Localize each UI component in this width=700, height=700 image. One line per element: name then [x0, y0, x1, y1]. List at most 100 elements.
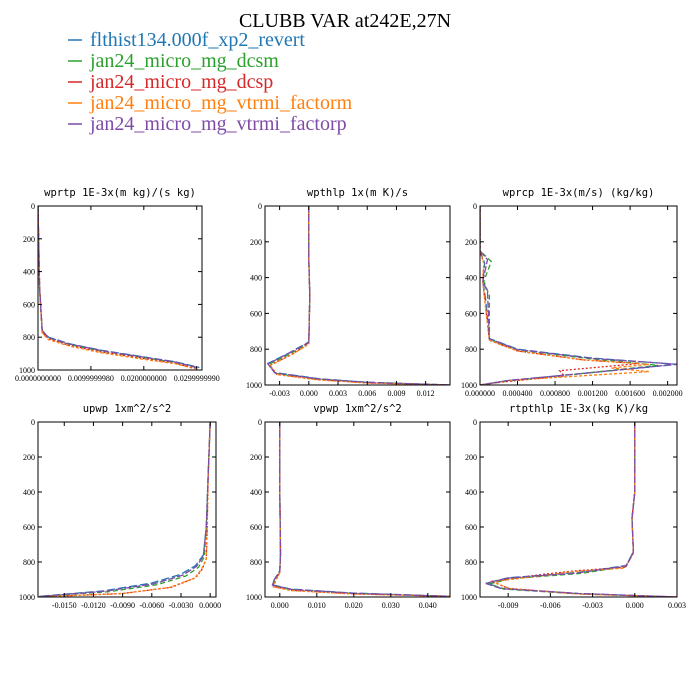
y-tick-label: 1000 — [461, 593, 477, 602]
chart-panel: vpwp 1xm^2/s^2 0 200 400 600 800 1000 0.000 0.01… — [246, 403, 451, 610]
y-tick-label: 0 — [473, 202, 477, 211]
x-tick-label: -0.009 — [498, 601, 519, 610]
series-line — [487, 422, 677, 597]
plot-frame — [479, 421, 678, 598]
plot-frame — [37, 421, 217, 598]
y-tick-label: 1000 — [246, 381, 262, 390]
x-tick-label: 0.000800 — [540, 389, 570, 398]
panel-title: rtpthlp 1E-3x(kg K)/kg — [509, 403, 648, 415]
y-tick-label: 800 — [250, 558, 262, 567]
x-tick-label: 0.009 — [387, 389, 405, 398]
series-line — [268, 206, 450, 385]
legend: flthist134.000f_xp2_revertjan24_micro_mg… — [68, 29, 353, 135]
series-line — [272, 422, 450, 597]
series-line — [266, 206, 450, 385]
y-tick-label: 200 — [23, 453, 35, 462]
x-tick-label: -0.0150 — [52, 601, 77, 610]
plot-frame — [37, 205, 203, 371]
x-tick-label: -0.0120 — [81, 601, 106, 610]
series-line — [480, 206, 640, 385]
x-tick-label: 0.030 — [382, 601, 400, 610]
chart-panel: wpthlp 1x(m K)/s 0 200 400 600 800 1000 -0.003 0… — [246, 187, 451, 398]
x-tick-label: 0.020 — [345, 601, 363, 610]
series-line — [42, 422, 211, 597]
series-line — [271, 422, 450, 597]
y-tick-label: 0 — [258, 418, 262, 427]
y-tick-label: 0 — [31, 418, 35, 427]
series-line — [483, 422, 677, 597]
y-tick-label: 800 — [250, 345, 262, 354]
chart-panel: wprtp 1E-3x(m kg)/(s kg) 0 200 400 600 800 100… — [15, 187, 220, 383]
x-tick-label: 0.000 — [300, 389, 318, 398]
x-tick-label: 0.0200000000 — [121, 374, 167, 383]
plot-frame — [264, 421, 451, 598]
y-tick-label: 200 — [465, 238, 477, 247]
panel-title: upwp 1xm^2/s^2 — [83, 403, 172, 415]
x-tick-label: 0.002000 — [653, 389, 683, 398]
chart-panel: wprcp 1E-3x(m/s) (kg/kg) 0 200 400 600 800 100… — [461, 187, 683, 398]
legend-label: jan24_micro_mg_vtrmi_factorm — [89, 92, 353, 114]
chart-panel: upwp 1xm^2/s^2 0 200 400 600 800 1000 -0.0150 -0… — [19, 403, 221, 610]
x-tick-label: -0.003 — [269, 389, 290, 398]
legend-label: flthist134.000f_xp2_revert — [90, 29, 305, 51]
series-line — [39, 422, 211, 597]
x-tick-label: 0.0000000000 — [15, 374, 61, 383]
x-tick-label: 0.000000 — [465, 389, 495, 398]
series-line — [268, 206, 450, 385]
x-tick-label: 0.003 — [668, 601, 686, 610]
legend-label: jan24_micro_mg_vtrmi_factorp — [89, 113, 347, 135]
y-tick-label: 1000 — [19, 366, 35, 375]
chart-panel: rtpthlp 1E-3x(kg K)/kg 0 200 400 600 800 1000 -… — [461, 403, 686, 610]
y-tick-label: 600 — [250, 309, 262, 318]
panel-title: wprcp 1E-3x(m/s) (kg/kg) — [503, 187, 655, 199]
panels: wprtp 1E-3x(m kg)/(s kg) 0 200 400 600 800 100… — [15, 187, 686, 610]
plot-frame — [479, 205, 678, 386]
y-tick-label: 0 — [473, 418, 477, 427]
y-tick-label: 200 — [250, 238, 262, 247]
series-line — [267, 206, 450, 385]
series-line — [480, 206, 677, 385]
x-tick-label: 0.0299999990 — [174, 374, 220, 383]
figure-title: CLUBB VAR at242E,27N — [239, 10, 451, 32]
y-tick-label: 200 — [250, 453, 262, 462]
y-tick-label: 600 — [465, 523, 477, 532]
panel-title: vpwp 1xm^2/s^2 — [313, 403, 402, 415]
y-tick-label: 200 — [23, 235, 35, 244]
y-tick-label: 1000 — [19, 593, 35, 602]
y-tick-label: 800 — [465, 345, 477, 354]
y-tick-label: 400 — [465, 274, 477, 283]
x-tick-label: -0.0090 — [110, 601, 135, 610]
legend-label: jan24_micro_mg_dcsm — [89, 50, 279, 72]
series-line — [38, 422, 211, 597]
x-tick-label: 0.000 — [626, 601, 644, 610]
y-tick-label: 1000 — [246, 593, 262, 602]
series-line — [272, 422, 450, 597]
y-tick-label: 400 — [23, 268, 35, 277]
y-tick-label: 0 — [31, 202, 35, 211]
y-tick-label: 600 — [23, 523, 35, 532]
x-tick-label: 0.010 — [308, 601, 326, 610]
y-tick-label: 400 — [465, 488, 477, 497]
plot-frame — [264, 205, 451, 386]
x-tick-label: 0.000 — [271, 601, 289, 610]
x-tick-label: -0.003 — [582, 601, 603, 610]
y-tick-label: 800 — [465, 558, 477, 567]
panel-title: wpthlp 1x(m K)/s — [307, 187, 408, 199]
y-tick-label: 800 — [23, 558, 35, 567]
y-tick-label: 200 — [465, 453, 477, 462]
series-line — [38, 422, 211, 597]
legend-label: jan24_micro_mg_dcsp — [89, 71, 273, 93]
y-tick-label: 600 — [250, 523, 262, 532]
series-line — [38, 206, 198, 369]
y-tick-label: 400 — [250, 274, 262, 283]
x-tick-label: -0.0060 — [139, 601, 164, 610]
x-tick-label: 0.0000 — [199, 601, 221, 610]
y-tick-label: 1000 — [461, 381, 477, 390]
series-line — [44, 422, 211, 597]
panel-title: wprtp 1E-3x(m kg)/(s kg) — [44, 187, 196, 199]
y-tick-label: 800 — [23, 333, 35, 342]
x-tick-label: 0.012 — [417, 389, 435, 398]
series-line — [480, 206, 677, 385]
series-line — [480, 206, 649, 385]
